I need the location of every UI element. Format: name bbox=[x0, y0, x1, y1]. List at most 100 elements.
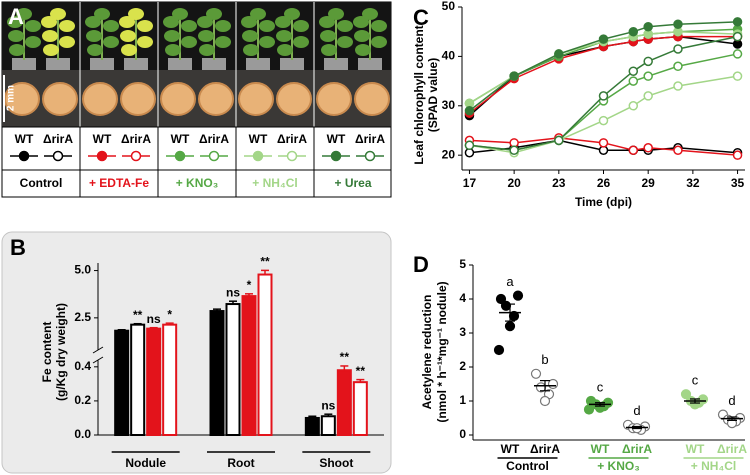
leaf bbox=[103, 20, 119, 32]
bar bbox=[146, 327, 162, 437]
category-label: WT bbox=[591, 442, 610, 456]
x-tick-label: 29 bbox=[642, 176, 656, 190]
group-label: + KNO₃ bbox=[597, 459, 640, 473]
panel-b-background bbox=[1, 231, 392, 474]
x-tick-label: Nodule bbox=[125, 456, 166, 470]
point bbox=[464, 105, 475, 116]
point bbox=[732, 17, 743, 27]
point bbox=[628, 66, 639, 76]
significance-label: ** bbox=[133, 308, 143, 322]
condition-label: + Urea bbox=[334, 176, 371, 190]
condition-label: + NH₄Cl bbox=[252, 176, 297, 190]
leaf bbox=[206, 8, 222, 20]
point bbox=[628, 145, 639, 155]
point bbox=[643, 91, 653, 101]
leaf bbox=[7, 16, 23, 28]
y-axis-label: (g/Kg dry weight) bbox=[54, 303, 68, 401]
leaf bbox=[337, 36, 353, 48]
y-tick-label: 1 bbox=[459, 393, 466, 407]
panel-label: A bbox=[8, 4, 24, 29]
significance-label: ** bbox=[356, 364, 366, 378]
legend-marker bbox=[252, 150, 264, 162]
point bbox=[673, 61, 683, 72]
genotype-label: ΔrirA bbox=[121, 132, 151, 146]
category-label: ΔrirA bbox=[530, 442, 560, 456]
leaf bbox=[199, 44, 215, 56]
series-line bbox=[469, 137, 738, 156]
leaf bbox=[172, 8, 188, 20]
nodule bbox=[120, 82, 156, 116]
leaf bbox=[59, 36, 75, 48]
point bbox=[598, 91, 609, 101]
point bbox=[509, 145, 519, 155]
significance-label: ns bbox=[147, 312, 161, 326]
y-tick-label: 4 bbox=[459, 291, 466, 305]
series-line bbox=[468, 35, 738, 114]
leaf bbox=[371, 36, 387, 48]
leaf bbox=[181, 20, 197, 32]
data-point bbox=[500, 300, 512, 311]
y-tick-label: 0.2 bbox=[74, 393, 91, 407]
genotype-label: WT bbox=[171, 132, 190, 146]
scale-bar-label: 2 mm bbox=[6, 85, 17, 111]
letter-label: d bbox=[633, 403, 640, 418]
leaf bbox=[284, 8, 300, 20]
pot bbox=[246, 58, 270, 70]
point bbox=[732, 31, 743, 42]
leaf bbox=[197, 16, 213, 28]
data-point bbox=[680, 389, 692, 400]
x-tick-label: Shoot bbox=[319, 456, 353, 470]
point bbox=[643, 143, 653, 153]
nodule bbox=[42, 82, 78, 116]
y-axis-label: Fe content bbox=[40, 322, 54, 383]
leaf bbox=[137, 20, 153, 32]
leaf bbox=[354, 30, 370, 42]
x-tick-label: 20 bbox=[507, 176, 521, 190]
category-label: WT bbox=[686, 442, 705, 456]
leaf bbox=[259, 20, 275, 32]
condition-label: Control bbox=[20, 176, 63, 190]
panel-label: C bbox=[413, 5, 429, 30]
leaf bbox=[137, 36, 153, 48]
category-label: WT bbox=[501, 442, 520, 456]
leaf bbox=[328, 8, 344, 20]
y-axis-label: Leaf chlorophyll content bbox=[412, 25, 426, 164]
y-axis-label: (nmol * h⁻¹*mg⁻¹ nodule) bbox=[435, 281, 449, 422]
point bbox=[732, 71, 743, 81]
leaf bbox=[321, 44, 337, 56]
series-line bbox=[469, 75, 738, 154]
legend-marker bbox=[286, 150, 298, 162]
nodule bbox=[160, 82, 196, 116]
leaf bbox=[85, 16, 101, 28]
legend-marker bbox=[52, 150, 64, 162]
point bbox=[643, 22, 653, 32]
condition-label: + KNO₃ bbox=[176, 176, 219, 190]
point bbox=[643, 71, 653, 81]
leaf bbox=[276, 30, 292, 42]
nodule bbox=[276, 82, 312, 116]
point bbox=[509, 71, 519, 81]
data-point bbox=[495, 293, 507, 305]
letter-label: b bbox=[541, 352, 548, 367]
leaf bbox=[181, 36, 197, 48]
point bbox=[598, 34, 609, 44]
nodule bbox=[198, 82, 234, 116]
x-tick-label: 23 bbox=[552, 176, 566, 190]
point bbox=[643, 56, 653, 67]
x-axis-label: Time (dpi) bbox=[575, 195, 632, 209]
leaf bbox=[25, 20, 41, 32]
legend-marker bbox=[130, 150, 142, 162]
leaf bbox=[164, 30, 180, 42]
leaf bbox=[293, 36, 309, 48]
bar bbox=[162, 323, 178, 436]
pot bbox=[90, 58, 114, 70]
series-line bbox=[468, 21, 738, 112]
data-point bbox=[493, 344, 505, 356]
legend-marker bbox=[174, 150, 186, 162]
pot bbox=[202, 58, 226, 70]
bar bbox=[209, 310, 225, 436]
letter-label: a bbox=[506, 274, 514, 289]
leaf bbox=[242, 30, 258, 42]
leaf bbox=[121, 44, 137, 56]
